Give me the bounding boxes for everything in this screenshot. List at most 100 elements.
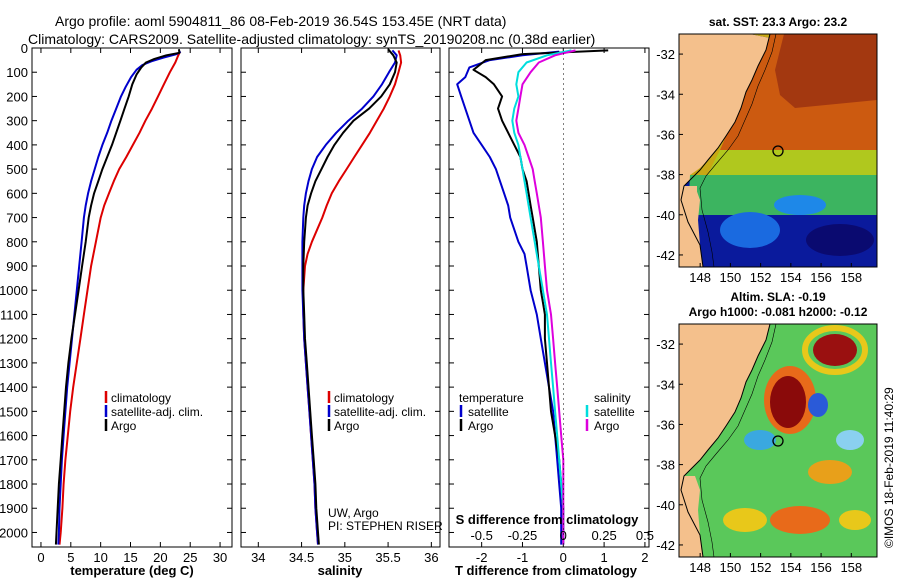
sla-eddy-ring	[802, 325, 868, 375]
sst-hot-core	[775, 34, 877, 108]
sla-cold-patch	[836, 430, 864, 450]
sst-patch	[806, 224, 874, 256]
series-line-t-satellite	[456, 50, 563, 545]
depth-tick-label: 500	[6, 162, 28, 177]
x-tick-label: 35	[338, 550, 352, 565]
lon-tick-label: 154	[780, 270, 802, 285]
sst-transition	[688, 175, 877, 215]
lat-tick-label: -42	[656, 248, 675, 263]
series-line-climatology	[58, 51, 181, 545]
legend-s-argo-label: Argo	[594, 419, 620, 433]
lon-tick-label: 154	[780, 560, 802, 575]
lat-tick-label: -40	[656, 208, 675, 223]
series-line-climatology	[302, 50, 403, 545]
x-tick-label: 34	[251, 550, 265, 565]
legend-climatology-label: climatology	[111, 391, 171, 405]
depth-tick-label: 1300	[0, 356, 28, 371]
sla-map-ticks: 148 150 152 154 156 158 -32 -34 -36 -38 -40 -42	[656, 337, 862, 575]
salinity-legend: climatology satellite-adj. clim. Argo	[327, 391, 426, 433]
depth-tick-label: 0	[21, 41, 28, 56]
depth-tick-label: 1800	[0, 477, 28, 492]
depth-tick-label: 600	[6, 186, 28, 201]
sst-shelf-contour	[699, 34, 777, 267]
legend-temperature-heading: temperature	[459, 391, 524, 405]
legend-salinity-heading: salinity	[594, 391, 631, 405]
sla-warm-patch	[808, 460, 852, 484]
legend-argo-label: Argo	[111, 419, 137, 433]
sla-warm-patch	[839, 510, 871, 530]
legend-satellite-label: satellite-adj. clim.	[111, 405, 203, 419]
lon-tick-label: 150	[720, 560, 742, 575]
temperature-axes-frame	[31, 47, 233, 548]
salinity-x-label: salinity	[318, 563, 364, 578]
lon-tick-label: 150	[720, 270, 742, 285]
sst-map	[679, 34, 877, 267]
x-tick-label: 10	[93, 550, 107, 565]
sdiff-axis-ticks: -0.5 -0.25 0 0.25 0.5	[470, 528, 654, 543]
title-line-1: Argo profile: aoml 5904811_86 08-Feb-201…	[55, 13, 506, 29]
x-tick-label: 35.5	[375, 550, 400, 565]
legend-argo-label: Argo	[334, 419, 360, 433]
sst-patch	[774, 195, 826, 215]
sdiff-tick-label: 0.5	[636, 528, 654, 543]
lat-tick-label: -40	[656, 498, 675, 513]
lon-tick-label: 148	[689, 560, 711, 575]
difference-series	[456, 49, 609, 545]
temperature-x-ticks: 0 5 10 15 20 25 30	[37, 48, 227, 565]
series-line-s-argo	[515, 49, 576, 545]
lon-tick-label: 156	[810, 560, 832, 575]
salinity-axes-frame	[240, 47, 441, 548]
x-tick-label: 1	[600, 550, 607, 565]
x-tick-label: 0	[37, 550, 44, 565]
depth-tick-label: 200	[6, 89, 28, 104]
depth-tick-label: 1400	[0, 380, 28, 395]
sst-map-title: sat. SST: 23.3 Argo: 23.2	[709, 15, 848, 29]
depth-tick-label: 1100	[0, 307, 28, 322]
operator-annotation: UW, Argo	[328, 506, 379, 520]
legend-s-satellite-label: satellite	[594, 405, 635, 419]
tdiff-x-label: T difference from climatology	[455, 563, 638, 578]
temperature-legend: climatology satellite-adj. clim. Argo	[104, 391, 203, 433]
x-tick-label: 0	[560, 550, 567, 565]
depth-axis-ticks	[32, 47, 649, 533]
x-tick-label: 25	[183, 550, 197, 565]
sla-map-title-1: Altim. SLA: -0.19	[730, 290, 826, 304]
sst-map-frame	[678, 33, 878, 268]
salinity-x-ticks: 34 34.5 35 35.5 36	[251, 48, 439, 565]
depth-tick-label: 1900	[0, 501, 28, 516]
lat-tick-label: -38	[656, 458, 675, 473]
sla-float-marker	[772, 435, 784, 447]
sdiff-tick-label: -0.25	[508, 528, 538, 543]
series-line-s-satellite	[511, 49, 572, 545]
legend-satellite-label: satellite-adj. clim.	[334, 405, 426, 419]
sst-float-marker	[772, 145, 784, 157]
sla-cold-eddy	[808, 393, 828, 417]
depth-tick-label: 1500	[0, 404, 28, 419]
depth-axis-labels: 0 100 200 300 400 500 600 700 800 900 1000 1100 1200…	[0, 41, 28, 540]
difference-legend: temperature satellite Argo salinity sate…	[459, 391, 635, 433]
tdiff-x-ticks: -2 -1 0 1 2	[476, 48, 649, 565]
sst-coastline	[680, 34, 771, 267]
lon-tick-label: 158	[840, 270, 862, 285]
x-tick-label: 36	[424, 550, 438, 565]
lat-tick-label: -42	[656, 538, 675, 553]
sdiff-tick-label: 0.25	[591, 528, 616, 543]
lat-tick-label: -34	[656, 377, 675, 392]
lat-tick-label: -38	[656, 168, 675, 183]
salinity-series	[301, 48, 403, 545]
sla-ocean	[681, 324, 877, 557]
x-tick-label: 5	[67, 550, 74, 565]
lon-tick-label: 158	[840, 560, 862, 575]
lat-tick-label: -32	[656, 337, 675, 352]
lat-tick-label: -32	[656, 47, 675, 62]
legend-t-argo-label: Argo	[468, 419, 494, 433]
sla-map-title-2: Argo h1000: -0.081 h2000: -0.12	[689, 305, 868, 319]
depth-tick-label: 800	[6, 235, 28, 250]
lon-tick-label: 148	[689, 270, 711, 285]
temperature-x-label: temperature (deg C)	[70, 563, 194, 578]
sdiff-tick-label: -0.5	[470, 528, 492, 543]
sla-cold-patch	[744, 430, 776, 450]
x-tick-label: -2	[476, 550, 488, 565]
x-tick-label: -1	[517, 550, 529, 565]
